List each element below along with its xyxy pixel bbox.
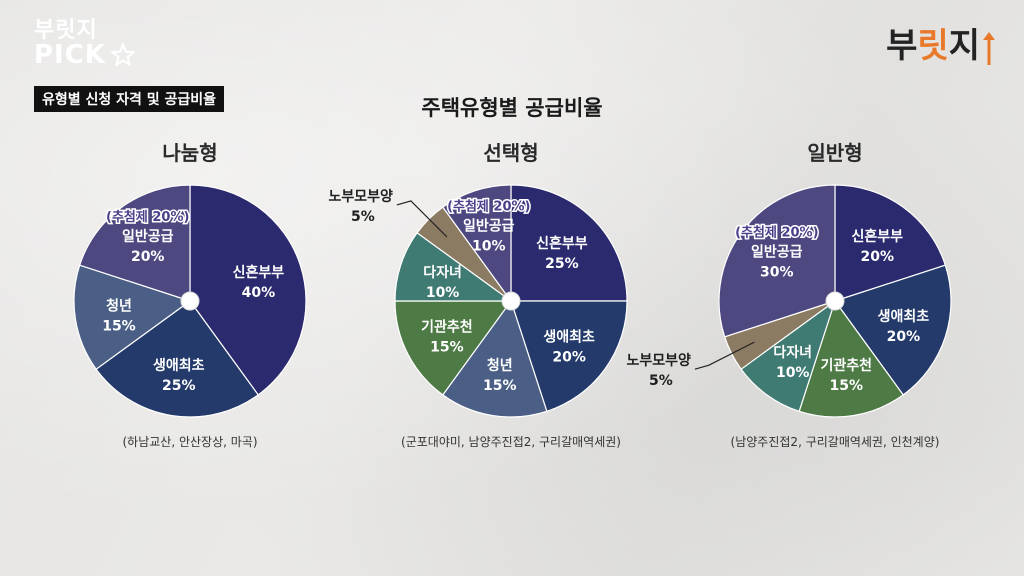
slice-note: (추첨제 20%) [735, 225, 818, 241]
pie-slice [394, 300, 513, 396]
slice-value: 20% [887, 329, 921, 345]
slice-value: 25% [162, 378, 196, 394]
slice-label-group: 청년 15% [102, 298, 136, 334]
pie-slice [834, 184, 947, 302]
slice-label-group: 노부모부양 5% [626, 341, 755, 389]
slice-label-group: 기관추천 15% [820, 357, 872, 394]
slice-label-group: 청년 15% [483, 358, 517, 394]
slice-label: 생애최초 [878, 309, 930, 325]
pie-slice [95, 300, 260, 418]
slice-value: 40% [242, 285, 276, 301]
pie-slice [189, 184, 307, 396]
pie-center-hole [825, 291, 845, 311]
slice-label-group: 생애최초 20% [543, 329, 595, 365]
slice-value: 15% [829, 378, 863, 394]
slice-label: 일반공급 [122, 228, 174, 245]
slice-value: 15% [483, 378, 517, 394]
pie-slice [798, 299, 905, 418]
slice-label: 생애최초 [153, 358, 205, 374]
pie-slice [441, 184, 512, 303]
slice-value: 20% [131, 249, 165, 265]
slice-label-group: (추첨제 20%) 일반공급 30% [734, 223, 820, 281]
slice-label: 생애최초 [543, 329, 595, 345]
slice-label: 다자녀 [773, 344, 812, 361]
pie-slice [78, 184, 191, 302]
slice-label-group: 신혼부부 40% [233, 264, 285, 301]
arrow-up-icon [983, 32, 995, 65]
slice-label: 기관추천 [421, 319, 473, 336]
slice-label-group: 다자녀 10% [773, 344, 812, 381]
slice-label: 청년 [106, 298, 132, 314]
leader-line [694, 341, 755, 370]
page-title: 주택유형별 공급비율 [421, 96, 603, 120]
slice-value: 5% [351, 209, 375, 225]
pie-footnote: (군포대야미, 남양주진접2, 구리갈매역세권) [401, 435, 621, 449]
pie-slice [73, 264, 192, 371]
slice-label-group: 노부모부양 5% [329, 189, 448, 238]
brand-pick-logo: 부릿지 PICK [34, 20, 136, 68]
section-tag: 유형별 신청 자격 및 공급비율 [34, 86, 225, 112]
slice-label-group: 기관추천 15% [421, 319, 473, 356]
brand-line1: 부릿지 [34, 18, 98, 43]
slice-label-group: (추첨제 20%) 일반공급 10% [446, 197, 532, 255]
pie-footnote: (하남교산, 안산장상, 마곡) [122, 435, 257, 449]
slice-label: 청년 [487, 358, 513, 374]
pie-center-hole [501, 291, 521, 311]
pie-slice [441, 299, 548, 418]
pie-slice [718, 184, 836, 338]
slice-label: 신혼부부 [852, 228, 904, 245]
slice-label: 일반공급 [751, 244, 803, 261]
slice-value: 10% [426, 285, 460, 301]
pie-title: 일반형 [807, 141, 862, 165]
pie-title: 나눔형 [162, 141, 217, 165]
slice-label-group: 생애최초 25% [153, 358, 205, 394]
slice-value: 5% [649, 373, 673, 389]
pie-slice [510, 300, 628, 413]
slice-value: 10% [776, 365, 810, 381]
slice-value: 10% [472, 239, 506, 255]
slice-value: 30% [760, 265, 794, 281]
slice-value: 20% [861, 249, 895, 265]
pie-slice [740, 299, 837, 413]
slice-label-group: 신혼부부 20% [852, 228, 904, 265]
slice-note: (추첨제 20%) [106, 209, 189, 225]
pie-center-hole [180, 291, 200, 311]
pie-slice [510, 184, 628, 302]
pie-title: 선택형 [483, 141, 538, 165]
slice-note: (추첨제 20%) [447, 199, 530, 215]
pie-slice [394, 231, 513, 302]
leader-line [396, 200, 448, 238]
slice-label: 노부모부양 [626, 353, 691, 369]
slice-value: 15% [430, 340, 464, 356]
slice-label-group: 생애최초 20% [878, 309, 930, 345]
slice-value: 25% [545, 256, 579, 272]
slice-label: 일반공급 [463, 218, 515, 235]
star-icon [111, 43, 135, 66]
slice-label: 노부모부양 [329, 189, 394, 205]
slice-label: 기관추천 [820, 357, 872, 374]
slice-label: 신혼부부 [536, 235, 588, 252]
pie-footnote: (남양주진접2, 구리갈매역세권, 인천계양) [731, 434, 940, 449]
slice-value: 20% [552, 349, 586, 365]
logo-accent: 릿 [917, 26, 949, 66]
slice-label-group: 신혼부부 25% [536, 235, 588, 272]
slice-label-group: 다자녀 10% [423, 264, 462, 301]
slice-label: 다자녀 [423, 264, 462, 281]
slice-value: 15% [102, 318, 136, 334]
brand-line2: PICK [34, 40, 106, 70]
pie-slice [834, 264, 952, 396]
slice-label: 신혼부부 [233, 264, 285, 281]
slice-label-group: (추첨제 20%) 일반공급 20% [105, 207, 191, 265]
